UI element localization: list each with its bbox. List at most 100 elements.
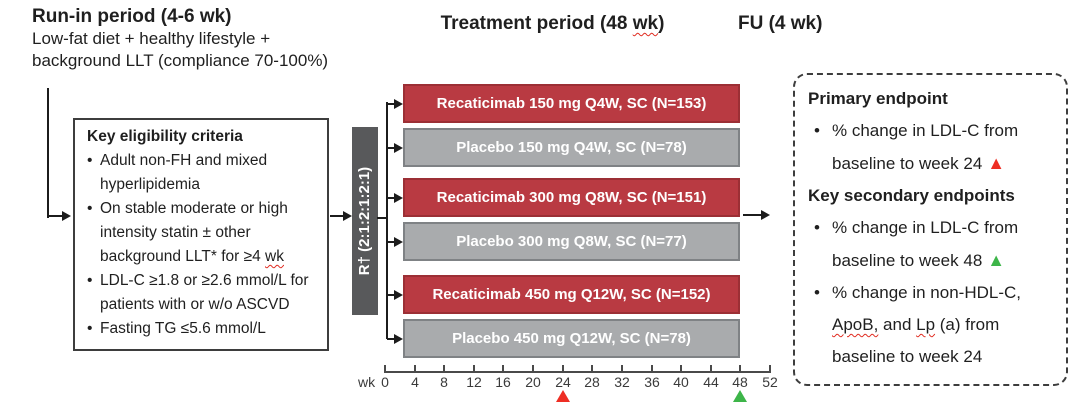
connector-runin-vertical (47, 88, 49, 218)
secondary-endpoint-2-wavy2: Lp (916, 315, 936, 334)
randomization-label: R† (2:1:2:1:2:1) (356, 166, 373, 276)
secondary-endpoint-2-wavy1: ApoB, (832, 315, 879, 334)
axis-tick-label: 12 (466, 374, 482, 390)
week48-marker-icon (733, 390, 747, 402)
primary-endpoint-title: Primary endpoint (808, 89, 948, 108)
axis-tick (739, 365, 741, 372)
arm-bar-recaticimab-150: Recaticimab 150 mg Q4W, SC (N=153) (403, 84, 740, 123)
eligibility-item-2: On stable moderate or high intensity sta… (87, 197, 321, 269)
axis-tick-label: 44 (703, 374, 719, 390)
arrowhead-into-eligibility (62, 211, 71, 221)
connector-arms-to-endpoints (743, 214, 762, 216)
primary-endpoint-list: % change in LDL-C from baseline to week … (808, 115, 1053, 180)
axis-tick (562, 365, 564, 372)
axis-unit-label: wk (358, 374, 376, 390)
run-in-header: Run-in period (4-6 wk) Low-fat diet + he… (32, 6, 392, 72)
treatment-period-title: Treatment period (48 wk) (400, 13, 705, 35)
secondary-endpoint-item-1: % change in LDL-C from baseline to week … (808, 212, 1053, 277)
treatment-title-wavy: wk (632, 13, 659, 34)
connector-stub-arm2 (387, 146, 395, 149)
eligibility-item-4-text: Fasting TG ≤5.6 mmol/L (100, 320, 266, 337)
secondary-endpoint-2-post: (a) from baseline to week 24 (832, 315, 1000, 366)
secondary-endpoint-2-pre: % change in non-HDL-C, (832, 283, 1021, 302)
axis-tick-label: 48 (732, 374, 748, 390)
primary-endpoint-text: % change in LDL-C from baseline to week … (832, 121, 1019, 173)
eligibility-box: Key eligibility criteria Adult non-FH an… (73, 118, 329, 351)
run-in-line1: Low-fat diet + healthy lifestyle + (32, 29, 271, 48)
arrowhead-arm5 (394, 289, 403, 300)
connector-stub-arm3 (387, 196, 395, 199)
axis-tick-label: 8 (440, 374, 448, 390)
connector-stub-arm4 (387, 240, 395, 243)
endpoints-panel: Primary endpoint % change in LDL-C from … (793, 73, 1068, 386)
follow-up-title: FU (4 wk) (738, 13, 823, 34)
eligibility-list: Adult non-FH and mixed hyperlipidemia On… (87, 149, 321, 341)
arrowhead-arm4 (394, 236, 403, 247)
axis-tick-label: 20 (525, 374, 541, 390)
arm-bar-recaticimab-450: Recaticimab 450 mg Q12W, SC (N=152) (403, 275, 740, 314)
run-in-title: Run-in period (4-6 wk) (32, 6, 232, 27)
eligibility-item-2-wavy: wk (265, 248, 284, 265)
connector-box-to-randomization (330, 215, 344, 217)
primary-endpoint-item: % change in LDL-C from baseline to week … (808, 115, 1053, 180)
axis-line (384, 371, 771, 373)
connector-stub-arm5 (387, 293, 395, 296)
secondary-endpoint-item-2: % change in non-HDL-C, ApoB, and Lp (a) … (808, 277, 1053, 373)
axis-tick (443, 365, 445, 372)
red-triangle-icon: ▲ (987, 153, 1006, 173)
arrowhead-arm1 (394, 98, 403, 109)
arm-bar-recaticimab-300: Recaticimab 300 mg Q8W, SC (N=151) (403, 178, 740, 217)
treatment-title-pre: Treatment period (48 (440, 13, 633, 34)
week24-marker-icon (556, 390, 570, 402)
secondary-endpoint-1-text: % change in LDL-C from baseline to week … (832, 218, 1019, 270)
connector-randomization-out (377, 217, 388, 219)
axis-tick (473, 365, 475, 372)
arrowhead-arm2 (394, 142, 403, 153)
arrowhead-into-randomization (343, 211, 352, 221)
arm-bar-placebo-300: Placebo 300 mg Q8W, SC (N=77) (403, 222, 740, 261)
green-triangle-icon: ▲ (987, 250, 1006, 270)
secondary-endpoints-title: Key secondary endpoints (808, 186, 1015, 205)
arm-bar-placebo-150: Placebo 150 mg Q4W, SC (N=78) (403, 128, 740, 167)
randomization-bar: R† (2:1:2:1:2:1) (352, 127, 378, 315)
eligibility-item-3: LDL-C ≥1.8 or ≥2.6 mmol/L for patients w… (87, 269, 321, 317)
secondary-endpoints-list: % change in LDL-C from baseline to week … (808, 212, 1053, 373)
axis-tick-label: 36 (644, 374, 660, 390)
connector-branch-vertical (386, 102, 388, 339)
axis-tick-label: 4 (411, 374, 419, 390)
axis-tick-label: 0 (381, 374, 389, 390)
eligibility-item-4: Fasting TG ≤5.6 mmol/L (87, 317, 321, 341)
treatment-title-post: ) (658, 13, 665, 34)
connector-stub-arm1 (387, 102, 395, 105)
eligibility-item-3-text: LDL-C ≥1.8 or ≥2.6 mmol/L for patients w… (100, 272, 309, 313)
axis-tick (384, 365, 386, 372)
axis-tick (621, 365, 623, 372)
eligibility-item-1: Adult non-FH and mixed hyperlipidemia (87, 149, 321, 197)
axis-tick (680, 365, 682, 372)
axis-tick (502, 365, 504, 372)
arrowhead-into-endpoints (761, 210, 770, 220)
connector-runin-horizontal (47, 215, 63, 217)
secondary-endpoint-2-mid: and (878, 315, 917, 334)
axis-tick-label: 28 (584, 374, 600, 390)
arrowhead-arm6 (394, 333, 403, 344)
axis-tick-label: 24 (555, 374, 571, 390)
axis-tick (710, 365, 712, 372)
axis-tick (651, 365, 653, 372)
eligibility-item-1-text: Adult non-FH and mixed hyperlipidemia (100, 152, 268, 193)
axis-tick (769, 365, 771, 372)
arm-bar-placebo-450: Placebo 450 mg Q12W, SC (N=78) (403, 319, 740, 358)
eligibility-title: Key eligibility criteria (87, 128, 243, 145)
axis-tick-label: 16 (495, 374, 511, 390)
axis-tick-label: 32 (614, 374, 630, 390)
eligibility-item-2-text: On stable moderate or high intensity sta… (100, 200, 288, 265)
arrowhead-arm3 (394, 192, 403, 203)
axis-tick (591, 365, 593, 372)
run-in-line2: background LLT (compliance 70-100%) (32, 51, 329, 70)
axis-tick-label: 52 (762, 374, 778, 390)
connector-stub-arm6 (387, 337, 395, 340)
axis-tick (532, 365, 534, 372)
axis-tick-label: 40 (673, 374, 689, 390)
axis-tick (414, 365, 416, 372)
